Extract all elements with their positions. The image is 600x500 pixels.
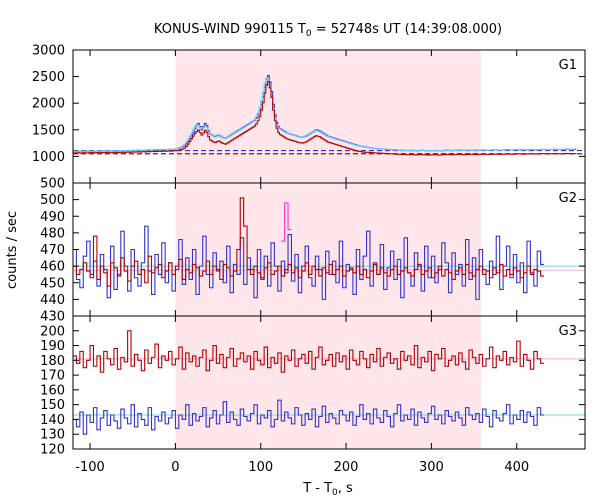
g3-ytick-label: 160: [40, 383, 65, 398]
g2-ytick-label: 450: [40, 276, 65, 291]
g2-ytick-label: 480: [40, 226, 65, 241]
xtick-label: 400: [504, 460, 529, 475]
chart-title: KONUS-WIND 990115 T0 = 52748s UT (14:39:…: [154, 22, 502, 39]
g1-panel-name: G1: [559, 58, 577, 73]
g2-plot-area: [73, 197, 585, 300]
g2-panel-name: G2: [559, 191, 577, 206]
g3-ytick-label: 180: [40, 354, 65, 369]
x-axis-label-rest: , s: [338, 481, 353, 496]
g2-series-pink: [281, 202, 292, 242]
g2-ytick-label: 490: [40, 210, 65, 225]
g3-ytick-label: 200: [40, 324, 65, 339]
g1-ytick-label: 500: [40, 177, 65, 192]
g3-ytick-label: 120: [40, 443, 65, 458]
x-axis-label-main: T - T: [302, 481, 332, 496]
g2-ytick-label: 460: [40, 260, 65, 275]
g1-ytick-label: 2000: [32, 97, 65, 112]
panel-g1: 500 1000 1500 2000 2500 3000 G1: [32, 44, 586, 192]
chart-title-rest: = 52748s UT (14:39:08.000): [312, 22, 502, 37]
xtick-label: 100: [248, 460, 273, 475]
g3-plot-area: [73, 330, 585, 435]
g2-ytick-label: 430: [40, 310, 65, 325]
g3-series-red: [73, 330, 545, 373]
g2-series-blue: [73, 225, 545, 300]
g1-ytick-label: 1000: [32, 150, 65, 165]
g3-ytick-label: 170: [40, 369, 65, 384]
g1-plot-area: [73, 74, 585, 156]
g1-series-red: [73, 80, 577, 156]
g2-highlight-interval: [175, 183, 481, 316]
chart-title-main: KONUS-WIND 990115 T: [154, 22, 306, 37]
xtick-label: 300: [419, 460, 444, 475]
chart-title-subscript: 0: [306, 29, 312, 39]
g2-ytick-label: 470: [40, 243, 65, 258]
xtick-label: 0: [171, 460, 179, 475]
g3-ytick-label: 130: [40, 428, 65, 443]
g2-ytick-label: 440: [40, 293, 65, 308]
g2-series-red: [73, 197, 545, 287]
g3-series-blue: [73, 399, 545, 435]
x-axis-label-subscript: 0: [332, 488, 338, 498]
y-axis-label: counts / sec: [5, 211, 20, 289]
g2-ytick-label: 500: [40, 193, 65, 208]
g1-ytick-label: 2500: [32, 70, 65, 85]
g3-ytick-label: 150: [40, 398, 65, 413]
g3-ytick-label: 140: [40, 413, 65, 428]
g3-panel-name: G3: [559, 324, 577, 339]
g1-ytick-label: 3000: [32, 44, 65, 59]
x-axis-label: T - T0, s: [302, 481, 353, 498]
g1-series-cyan: [73, 77, 575, 152]
g1-highlight-interval: [175, 50, 481, 183]
g3-frame: [72, 315, 586, 450]
xtick-label: -100: [75, 460, 105, 475]
g3-highlight-interval: [175, 316, 481, 449]
g3-ytick-label: 190: [40, 339, 65, 354]
xtick-label: 200: [334, 460, 359, 475]
g1-ytick-label: 1500: [32, 123, 65, 138]
